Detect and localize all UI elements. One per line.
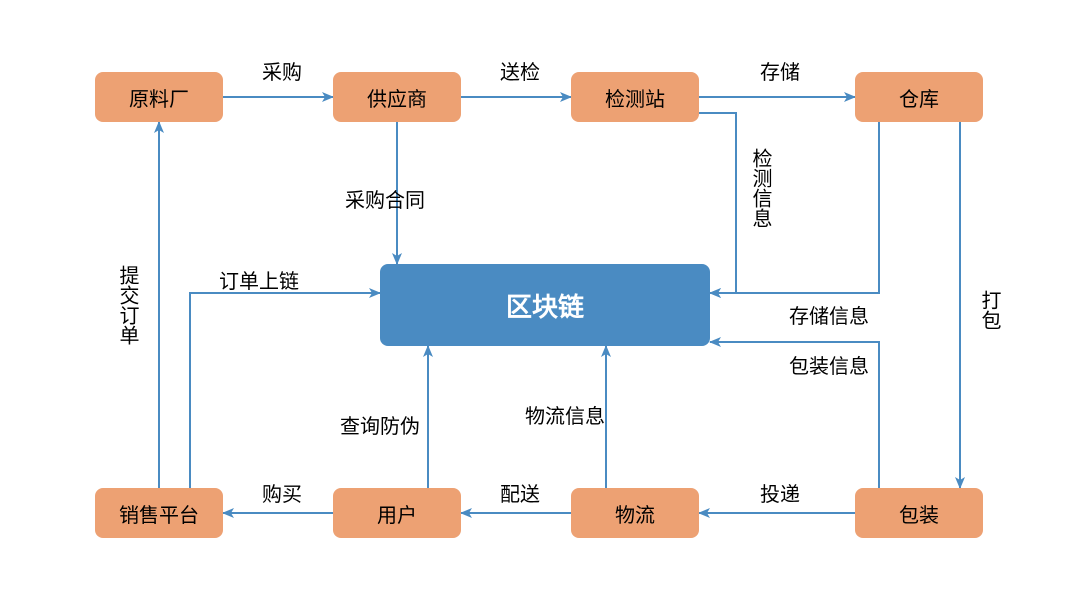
node-raw_factory: 原料厂: [95, 72, 223, 122]
edge-label-e_submit: 提交订单: [113, 265, 142, 345]
edge-e_storeinfo: [710, 122, 879, 293]
node-supplier: 供应商: [333, 72, 461, 122]
edge-label-e_deliver: 投递: [760, 478, 800, 507]
node-warehouse: 仓库: [855, 72, 983, 122]
edge-label-e_packinfo: 包装信息: [789, 350, 869, 379]
edge-label-e_inspect: 送检: [500, 56, 540, 85]
node-user: 用户: [333, 488, 461, 538]
edge-label-e_buy: 采购: [262, 56, 302, 85]
edge-e_onchain: [190, 293, 380, 488]
node-inspection: 检测站: [571, 72, 699, 122]
edge-label-e_pack: 打包: [975, 290, 1004, 330]
node-blockchain: 区块链: [380, 264, 710, 346]
edge-label-e_detect: 检测信息: [746, 148, 775, 228]
edge-label-e_dispatch: 配送: [500, 478, 540, 507]
edge-label-e_store: 存储: [760, 56, 800, 85]
edge-label-e_contract: 采购合同: [345, 184, 425, 213]
edge-label-e_purchase: 购买: [262, 478, 302, 507]
node-packaging: 包装: [855, 488, 983, 538]
node-sales: 销售平台: [95, 488, 223, 538]
edge-label-e_onchain: 订单上链: [219, 265, 299, 294]
edge-label-e_loginfo: 物流信息: [525, 400, 605, 429]
edge-label-e_query: 查询防伪: [340, 410, 420, 439]
edge-label-e_storeinfo: 存储信息: [789, 300, 869, 329]
node-logistics: 物流: [571, 488, 699, 538]
